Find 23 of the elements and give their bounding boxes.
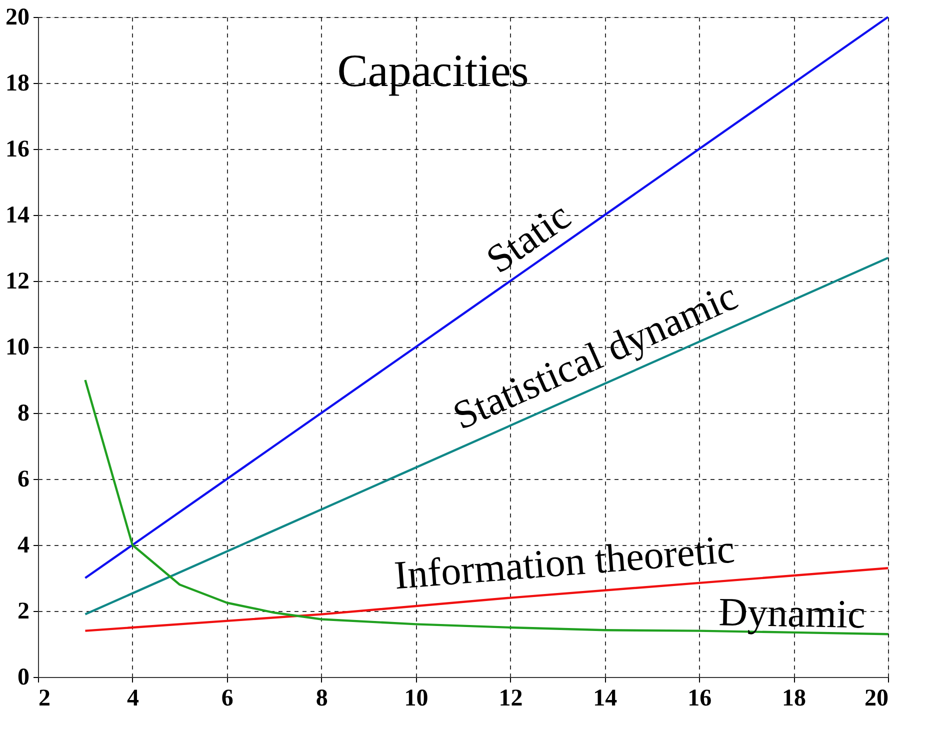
x-tick-label: 12 (498, 686, 523, 712)
x-tick-label: 16 (688, 686, 712, 712)
y-tick-label: 10 (6, 334, 30, 360)
y-tick-label: 2 (18, 598, 30, 624)
y-tick-label: 16 (6, 136, 30, 162)
x-tick-label: 2 (38, 686, 50, 712)
y-tick-label: 8 (18, 400, 30, 426)
y-tick-label: 12 (6, 268, 30, 294)
y-tick-label: 0 (18, 664, 30, 690)
y-tick-label: 4 (18, 532, 30, 558)
x-tick-label: 20 (864, 686, 888, 712)
x-tick-label: 10 (404, 686, 428, 712)
y-tick-label: 18 (6, 70, 30, 96)
y-tick-label: 14 (6, 202, 30, 228)
text: Static (478, 192, 578, 282)
x-tick-label: 14 (593, 686, 618, 712)
x-tick-label: 18 (782, 686, 806, 712)
y-tick-label: 20 (6, 4, 30, 30)
x-tick-label: 4 (126, 686, 139, 712)
y-tick-label: 6 (18, 466, 30, 492)
text: Capacities (337, 45, 529, 96)
x-tick-label: 8 (316, 686, 328, 712)
x-tick-label: 6 (221, 686, 234, 712)
